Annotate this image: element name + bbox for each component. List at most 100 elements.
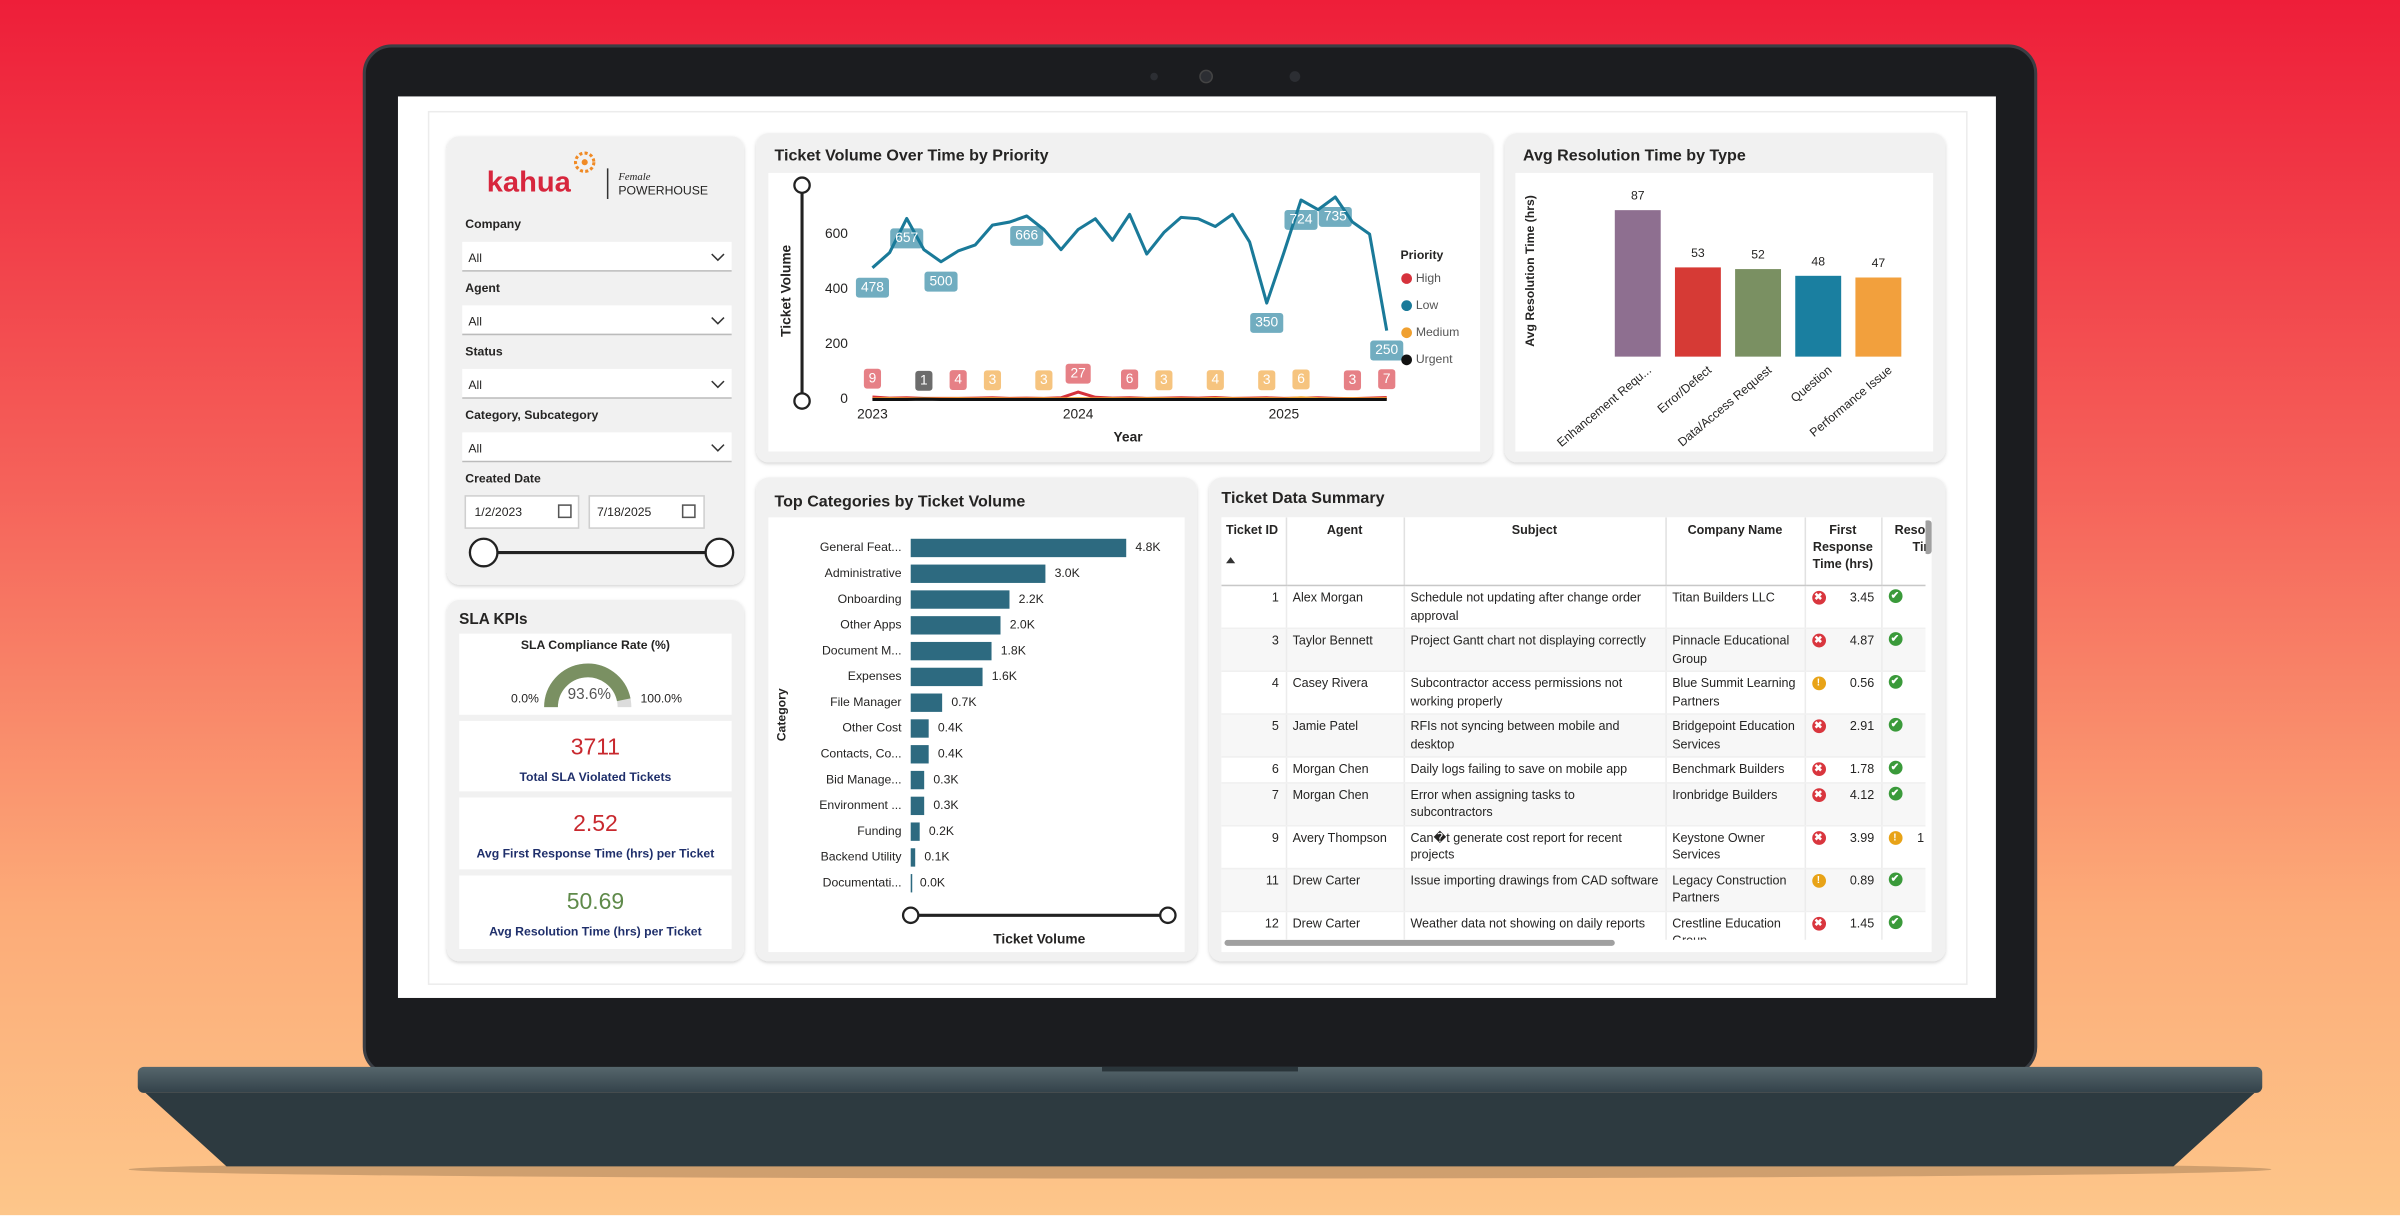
y-tick-label: General Feat... — [820, 540, 902, 554]
first-response-value: 4.12 — [1850, 786, 1874, 804]
status-icon: ✔ — [1888, 915, 1902, 929]
data-label: 478 — [861, 279, 884, 294]
x-tick-label: 2024 — [1063, 406, 1094, 421]
y-tick-label: 200 — [825, 336, 848, 351]
status-icon: ! — [1811, 677, 1825, 691]
slider-handle[interactable] — [1160, 908, 1175, 923]
cell: ✔ — [1888, 872, 1926, 886]
ticket-id: 5 — [1221, 714, 1285, 757]
kpi-value: 3711 — [571, 734, 620, 760]
company: Titan Builders LLC — [1665, 585, 1804, 628]
first-response: ✖ 4.12 — [1805, 782, 1882, 825]
kpi-value: 50.69 — [567, 888, 624, 914]
sensor — [1150, 73, 1158, 81]
dropdown[interactable] — [462, 369, 731, 398]
bar — [911, 822, 920, 840]
data-label: 0.4K — [938, 721, 964, 735]
cell: ✖1.78 — [1811, 761, 1874, 779]
bar — [911, 539, 1127, 557]
status-icon: ✔ — [1888, 872, 1902, 886]
data-label: 6 — [1126, 371, 1134, 386]
agent: Avery Thompson — [1286, 825, 1404, 868]
status-icon: ✔ — [1888, 675, 1902, 689]
chart-title: Ticket Volume Over Time by Priority — [774, 146, 1048, 164]
status-icon: ✔ — [1888, 589, 1902, 603]
x-axis-title: Year — [1114, 429, 1144, 444]
y-tick-label: Contacts, Co... — [821, 747, 902, 761]
bar — [911, 565, 1046, 583]
slider-handle[interactable] — [794, 393, 809, 408]
dropdown[interactable] — [462, 242, 731, 271]
first-response: ✖3.99 — [1805, 825, 1882, 868]
cell: ✖4.87 — [1811, 632, 1874, 650]
first-response: !0.89 — [1805, 868, 1882, 911]
data-label: 3 — [989, 372, 997, 387]
data-label: 0.4K — [938, 747, 964, 761]
bar — [1795, 276, 1841, 357]
dropdown[interactable] — [462, 432, 731, 461]
legend-marker — [1401, 273, 1412, 284]
kpi-value: 2.52 — [573, 810, 618, 836]
logo-sub: POWERHOUSE — [618, 184, 708, 198]
ticket-id: 11 — [1221, 868, 1285, 911]
slider-handle[interactable] — [903, 908, 918, 923]
column-header: Agent — [1286, 517, 1404, 585]
gauge-value: 93.6% — [568, 686, 612, 703]
data-label: 0.3K — [933, 798, 959, 812]
legend-marker — [1401, 354, 1412, 365]
company: Crestline Education Group — [1665, 911, 1804, 940]
y-tick-label: Document M... — [822, 643, 902, 657]
agent: Drew Carter — [1286, 868, 1404, 911]
agent: Morgan Chen — [1286, 757, 1404, 782]
h-scrollbar[interactable] — [1224, 940, 1614, 946]
slider-handle[interactable] — [470, 539, 498, 567]
bar — [911, 797, 924, 815]
data-label: 6 — [1297, 371, 1305, 386]
first-response: ✖1.45 — [1805, 911, 1882, 940]
y-tick-label: Documentati... — [823, 875, 902, 889]
subject: Can�t generate cost report for recent pr… — [1404, 825, 1666, 868]
legend-label: Urgent — [1416, 352, 1453, 366]
data-label: 0.0K — [920, 875, 946, 889]
kpi-label: Avg Resolution Time (hrs) per Ticket — [489, 924, 702, 938]
data-label: 48 — [1811, 254, 1825, 268]
slider-handle[interactable] — [794, 178, 809, 193]
subject: Project Gantt chart not displaying corre… — [1404, 628, 1666, 671]
status-icon: ✖ — [1811, 763, 1825, 777]
kpi-label: Total SLA Violated Tickets — [519, 770, 671, 784]
status-icon: ✖ — [1811, 788, 1825, 802]
data-label: 1.6K — [992, 669, 1018, 683]
y-tick-label: Bid Manage... — [826, 772, 901, 786]
chart-title: Avg Resolution Time by Type — [1523, 146, 1746, 164]
filter-label: Company — [465, 217, 521, 231]
dropdown[interactable] — [462, 305, 731, 334]
y-axis-title: Category — [774, 688, 788, 741]
first-response: ✖1.78 — [1805, 757, 1882, 782]
bar — [911, 616, 1001, 634]
first-response: !0.56 — [1805, 671, 1882, 714]
cell: ✔ — [1888, 718, 1926, 732]
first-response: ✖2.91 — [1805, 714, 1882, 757]
bar — [1855, 278, 1901, 357]
status-icon: ✔ — [1888, 761, 1902, 775]
logo: kahua — [487, 166, 572, 198]
table-title: Ticket Data Summary — [1221, 489, 1384, 507]
data-label: 2.0K — [1010, 618, 1036, 632]
agent: Drew Carter — [1286, 911, 1404, 940]
legend-title: Priority — [1401, 248, 1444, 262]
bar — [1735, 269, 1781, 357]
bar — [1615, 210, 1661, 356]
bar — [911, 745, 929, 763]
slider-handle[interactable] — [706, 539, 734, 567]
first-response-value: 3.99 — [1850, 829, 1874, 847]
